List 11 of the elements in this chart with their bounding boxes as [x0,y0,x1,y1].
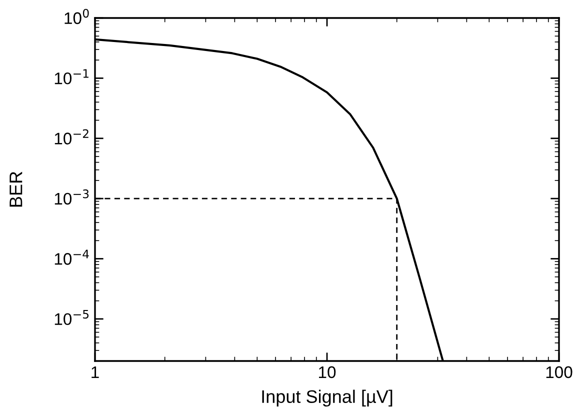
x-axis-title: Input Signal [µV] [262,390,392,407]
x-tick-label: 100 [546,366,572,378]
y-tick-label: 10$^{−2}$ [54,129,88,144]
y-axis-title: BER [10,172,22,207]
y-tick-label: 10$^{−5}$ [54,310,89,326]
x-tick-label: 1 [92,366,99,378]
y-tick-label: 10$^{0}$ [64,8,89,24]
y-tick-label: 10$^{−1}$ [54,69,88,84]
y-tick-label: 10$^{−4}$ [54,250,89,265]
y-tick-label: 10$^{−3}$ [54,189,89,205]
x-tick-label: 10 [319,366,336,378]
